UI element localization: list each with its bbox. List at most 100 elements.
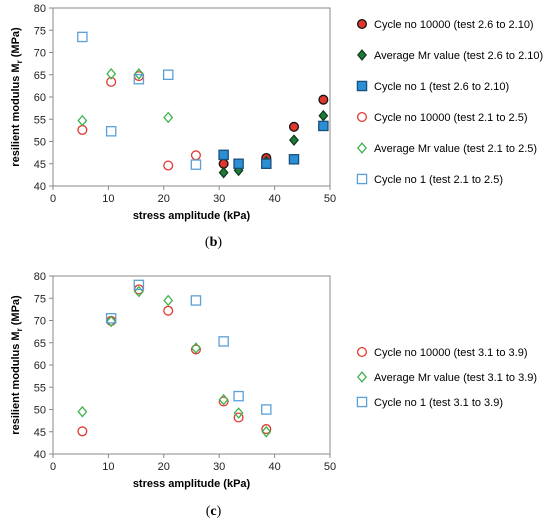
y-tick-label: 50 — [34, 137, 46, 149]
y-tick-label: 55 — [34, 114, 46, 126]
data-point-diamond — [233, 407, 244, 419]
chart-b: 40 45 50 55 60 65 70 75 80 0 10 20 30 40 50 stress ampl… — [10, 3, 543, 250]
chart-c: 40 45 50 55 60 65 70 75 80 0 10 20 30 40 50 stress ampl… — [10, 271, 537, 519]
legend-label: Average Mr value (test 3.1 to 3.9) — [374, 372, 537, 384]
data-point-circle — [261, 424, 272, 435]
panel-label: (c) — [206, 504, 222, 519]
x-tick-label: 50 — [324, 193, 336, 205]
x-tick-label: 10 — [102, 193, 114, 205]
data-point-diamond — [218, 393, 229, 406]
data-point-circle — [190, 150, 201, 161]
data-point-diamond — [133, 68, 144, 80]
data-point-diamond — [163, 294, 174, 307]
x-tick-label: 30 — [213, 193, 225, 205]
data-point-square — [133, 279, 145, 291]
data-point-circle — [163, 160, 174, 171]
data-point-square — [190, 295, 202, 306]
y-tick-label: 60 — [34, 92, 46, 104]
data-point-diamond — [77, 405, 88, 418]
legend-marker-square — [356, 80, 368, 92]
data-point-circle — [233, 412, 244, 423]
y-tick-label: 80 — [34, 3, 46, 15]
data-point-square — [105, 126, 117, 137]
y-tick-label: 40 — [34, 449, 46, 461]
legend: Cycle no 10000 (test 3.1 to 3.9) Average … — [356, 346, 537, 409]
data-point-square — [218, 336, 229, 347]
series-0 — [218, 94, 329, 169]
data-point-square — [233, 390, 244, 402]
x-tick-label: 30 — [213, 461, 225, 473]
data-point-circle — [77, 426, 88, 437]
x-axis-title: stress amplitude (kPa) — [133, 210, 251, 222]
data-point-square — [190, 159, 202, 170]
data-point-diamond — [289, 134, 299, 146]
y-axis-title-main: resilient modulus M — [10, 331, 22, 434]
y-axis-title-subscript: r — [15, 60, 24, 63]
x-tick-label: 40 — [268, 461, 280, 473]
x-tick-label: 20 — [158, 193, 170, 205]
panel-label-open: ( — [205, 235, 210, 250]
y-tick-label: 40 — [34, 181, 46, 193]
data-point-circle — [218, 396, 229, 407]
y-tick-label: 55 — [34, 382, 46, 394]
legend-label: Cycle no 1 (test 3.1 to 3.9) — [374, 397, 503, 409]
data-point-diamond — [77, 114, 88, 127]
y-tick-label: 70 — [34, 48, 46, 60]
y-tick-label: 65 — [34, 70, 46, 82]
x-axis-title: stress amplitude (kPa) — [133, 478, 251, 490]
panel-label-close: ) — [217, 235, 222, 250]
data-point-diamond — [318, 109, 329, 122]
y-tick-label: 60 — [34, 360, 46, 372]
legend-label: Cycle no 1 (test 2.1 to 2.5) — [374, 174, 503, 186]
legend-label: Cycle no 1 (test 2.6 to 2.10) — [374, 81, 509, 93]
data-point-circle — [106, 76, 117, 87]
x-tick-label: 0 — [50, 193, 56, 205]
legend-marker-circle — [356, 111, 368, 123]
data-point-square — [162, 69, 174, 81]
panel-label: (b) — [205, 235, 222, 250]
series-4 — [77, 68, 174, 127]
x-tick-label: 0 — [50, 461, 56, 473]
data-point-circle — [163, 305, 174, 316]
y-axis-title-unit: (MPa) — [10, 295, 22, 328]
y-tick-label: 45 — [34, 159, 46, 171]
data-point-diamond — [133, 285, 144, 298]
legend: Cycle no 10000 (test 2.6 to 2.10) Average… — [356, 18, 543, 186]
legend-label: Cycle no 10000 (test 3.1 to 3.9) — [374, 347, 527, 359]
x-tick-label: 20 — [158, 461, 170, 473]
data-point-square — [261, 158, 272, 169]
data-point-circle — [318, 94, 329, 105]
y-tick-label: 50 — [34, 405, 46, 417]
legend-label: Cycle no 10000 (test 2.1 to 2.5) — [374, 112, 527, 124]
y-axis-title: resilient modulus Mr (MPa) — [10, 27, 24, 167]
data-point-square — [233, 158, 244, 169]
y-tick-label: 80 — [34, 271, 46, 283]
data-point-diamond — [106, 315, 117, 328]
panel-label-letter: c — [210, 504, 216, 519]
data-point-square — [133, 73, 145, 85]
panel-label-close: ) — [217, 504, 222, 519]
data-point-square — [218, 149, 229, 161]
legend-marker-square — [356, 396, 368, 408]
legend-marker-circle — [356, 18, 368, 30]
data-point-square — [77, 31, 88, 43]
data-point-square — [288, 154, 300, 165]
y-tick-label: 65 — [34, 338, 46, 350]
x-tick-label: 10 — [102, 461, 114, 473]
data-point-circle — [288, 121, 300, 132]
series-2 — [105, 279, 272, 415]
legend-label: Cycle no 10000 (test 2.6 to 2.10) — [374, 19, 534, 31]
panel-label-open: ( — [206, 504, 211, 519]
data-point-circle — [218, 158, 229, 169]
series-1 — [77, 285, 272, 438]
y-tick-label: 75 — [34, 293, 46, 305]
y-tick-label: 45 — [34, 427, 46, 439]
data-point-square — [261, 404, 272, 415]
legend-marker-diamond — [357, 49, 367, 61]
legend-label: Average Mr value (test 2.1 to 2.5) — [374, 143, 537, 155]
legend-marker-square — [356, 173, 368, 185]
y-axis-title-main: resilient modulus M — [10, 63, 22, 166]
data-point-diamond — [261, 425, 272, 438]
data-point-square — [105, 313, 117, 324]
